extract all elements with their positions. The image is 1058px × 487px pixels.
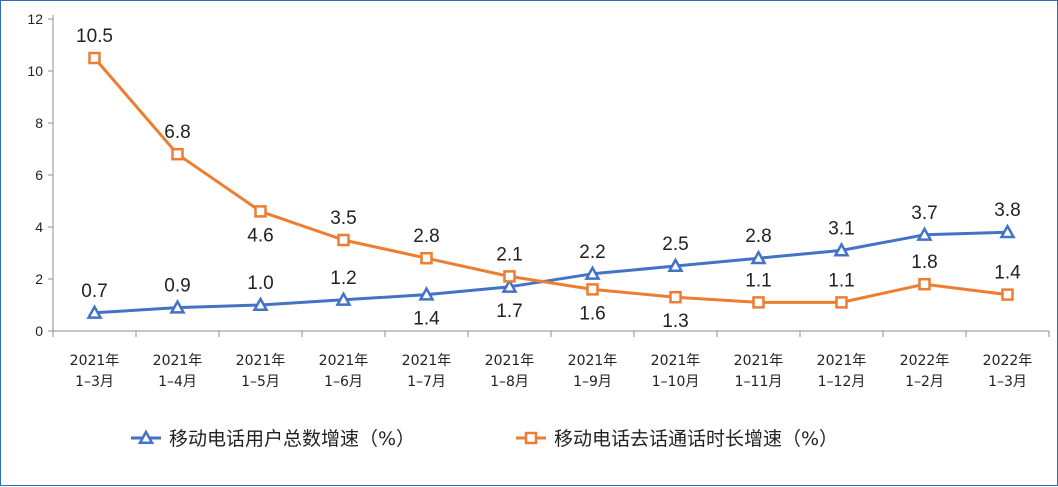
y-tick-label: 4 bbox=[35, 219, 43, 235]
y-tick-labels: 0 2 4 6 8 10 12 bbox=[27, 11, 43, 339]
data-label: 1.4 bbox=[994, 263, 1021, 284]
data-labels: 0.7 0.9 1.0 1.2 1.4 1.7 2.2 2.5 2.8 3.1 3.7 3.8 10.5… bbox=[76, 26, 1021, 332]
x-tick-label: 2021年 1–10月 bbox=[651, 353, 701, 390]
data-label: 2.8 bbox=[745, 226, 771, 247]
axes bbox=[48, 15, 1050, 337]
data-label: 1.0 bbox=[247, 273, 273, 294]
point-marker-square bbox=[420, 251, 433, 265]
data-label: 0.9 bbox=[164, 276, 190, 297]
point-marker-triangle bbox=[833, 241, 850, 257]
data-label: 2.1 bbox=[496, 244, 522, 265]
point-marker-square bbox=[586, 283, 599, 296]
point-marker-square bbox=[1001, 288, 1014, 301]
point-marker-triangle bbox=[916, 226, 933, 241]
data-label: 2.5 bbox=[662, 234, 688, 255]
x-tick-label: 2022年 1–2月 bbox=[900, 353, 950, 390]
data-label: 3.7 bbox=[911, 203, 937, 224]
data-label: 4.6 bbox=[247, 225, 273, 246]
point-marker-triangle bbox=[252, 296, 269, 312]
x-tick-label: 2021年 1–3月 bbox=[70, 353, 120, 390]
data-label: 3.5 bbox=[330, 208, 356, 229]
data-label: 3.1 bbox=[828, 218, 854, 239]
legend-marker-square bbox=[524, 431, 538, 445]
x-tick-labels: 2021年 1–3月 2021年 1–4月 2021年 1–5月 2021年 1–6月 2021… bbox=[70, 353, 1033, 390]
point-marker-triangle bbox=[335, 291, 352, 306]
data-label: 1.4 bbox=[413, 309, 440, 330]
legend-marker-triangle bbox=[137, 429, 155, 445]
series-line-2 bbox=[93, 57, 1008, 304]
data-label: 2.8 bbox=[413, 226, 439, 247]
x-tick-label: 2021年 1–5月 bbox=[236, 353, 286, 390]
y-tick-label: 12 bbox=[27, 11, 43, 27]
y-tick-label: 2 bbox=[35, 271, 43, 287]
point-marker-square bbox=[918, 277, 931, 291]
point-marker-triangle bbox=[999, 223, 1016, 239]
legend-label-1: 移动电话用户总数增速（%） bbox=[169, 428, 415, 450]
point-marker-triangle bbox=[501, 278, 518, 293]
data-label: 1.6 bbox=[579, 303, 605, 324]
x-tick-label: 2021年 1–6月 bbox=[319, 353, 369, 390]
point-marker-square bbox=[503, 270, 516, 283]
data-label: 10.5 bbox=[76, 26, 113, 47]
point-marker-triangle bbox=[584, 265, 601, 280]
data-label: 0.7 bbox=[81, 281, 107, 302]
x-tick-label: 2021年 1–7月 bbox=[402, 353, 452, 390]
series-lines bbox=[93, 57, 1008, 315]
y-tick-label: 0 bbox=[35, 323, 43, 339]
y-tick-label: 8 bbox=[35, 115, 43, 131]
point-marker-triangle bbox=[169, 299, 186, 314]
data-label: 3.8 bbox=[994, 200, 1020, 221]
point-marker-triangle bbox=[86, 304, 103, 319]
point-marker-square bbox=[254, 205, 267, 218]
x-tick-label: 2021年 1–11月 bbox=[734, 353, 784, 390]
y-tick-label: 10 bbox=[27, 63, 43, 79]
legend: 移动电话用户总数增速（%） 移动电话去话通话时长增速（%） bbox=[131, 428, 838, 450]
point-marker-square bbox=[669, 290, 682, 304]
x-tick-label: 2021年 1–9月 bbox=[568, 353, 618, 390]
data-label: 1.7 bbox=[496, 301, 522, 322]
data-label: 1.1 bbox=[828, 270, 854, 291]
x-tick-label: 2021年 1–12月 bbox=[817, 353, 867, 390]
point-marker-triangle bbox=[418, 286, 435, 301]
x-tick-label: 2021年 1–4月 bbox=[153, 353, 203, 390]
data-label: 6.8 bbox=[164, 122, 190, 143]
data-label: 1.8 bbox=[911, 252, 937, 273]
series-markers bbox=[86, 51, 1016, 319]
x-tick-label: 2021年 1–8月 bbox=[485, 353, 535, 390]
point-marker-triangle bbox=[750, 249, 767, 265]
point-marker-triangle bbox=[667, 257, 684, 273]
point-marker-square bbox=[337, 233, 350, 247]
legend-label-2: 移动电话去话通话时长增速（%） bbox=[554, 428, 838, 450]
data-label: 1.1 bbox=[745, 270, 771, 291]
data-label: 1.3 bbox=[662, 311, 688, 332]
point-marker-square bbox=[171, 147, 184, 161]
series-line-1 bbox=[94, 230, 1008, 315]
y-tick-label: 6 bbox=[35, 167, 43, 183]
point-marker-square bbox=[88, 51, 101, 65]
x-tick-label: 2022年 1–3月 bbox=[983, 353, 1033, 390]
data-label: 2.2 bbox=[579, 242, 605, 263]
data-label: 1.2 bbox=[330, 268, 356, 289]
point-marker-square bbox=[835, 296, 848, 309]
point-marker-square bbox=[752, 296, 765, 309]
